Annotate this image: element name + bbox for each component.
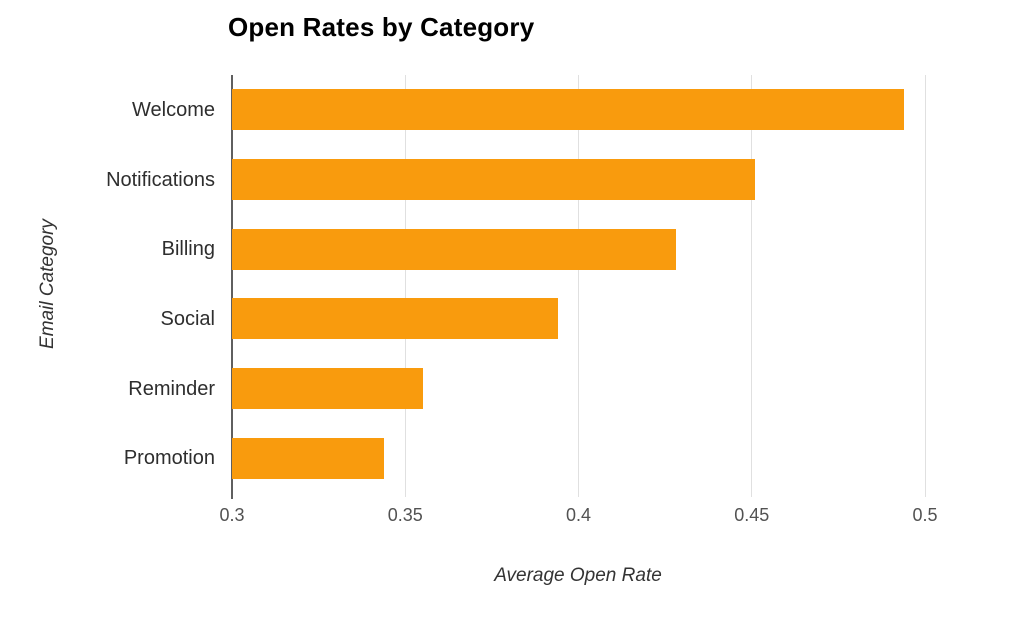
- bar-promotion: [232, 437, 385, 479]
- bar-notifications: [232, 159, 756, 200]
- x-tick-label: 0.4: [565, 505, 592, 525]
- x-gridline: [751, 75, 753, 497]
- y-category-label: Welcome: [132, 98, 215, 121]
- x-gridline: [924, 75, 926, 497]
- x-tick-label: 0.3: [219, 505, 245, 525]
- bar-billing: [232, 228, 676, 270]
- x-tick-label: 0.5: [912, 505, 938, 525]
- x-gridline: [578, 75, 579, 497]
- x-gridline: [404, 75, 406, 497]
- x-tick-label: 0.35: [387, 505, 423, 525]
- y-category-label: Social: [160, 307, 215, 330]
- x-axis-title: Average Open Rate: [494, 565, 662, 586]
- y-category-label: Notifications: [106, 168, 215, 191]
- y-axis-baseline: [231, 75, 233, 499]
- chart-title: Open Rates by Category: [228, 12, 535, 42]
- y-category-label: Promotion: [123, 447, 215, 470]
- y-category-label: Billing: [161, 238, 215, 261]
- y-category-label: Reminder: [128, 377, 215, 400]
- bar-welcome: [232, 89, 905, 131]
- bar-social: [232, 298, 558, 340]
- bar-reminder: [232, 368, 423, 409]
- x-tick-label: 0.45: [734, 505, 770, 525]
